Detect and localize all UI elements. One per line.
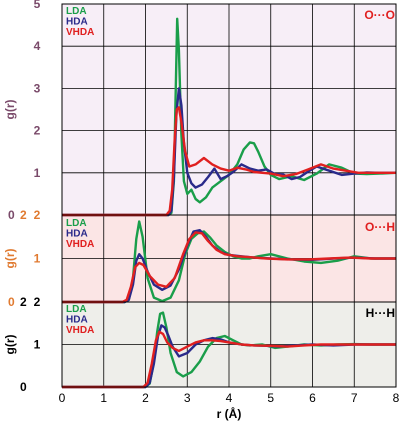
series-line-oo-hda xyxy=(62,87,396,217)
x-tick-label: 8 xyxy=(393,391,400,405)
series-line-oh-lda xyxy=(62,220,396,304)
y-tick-label: 4 xyxy=(34,39,41,53)
x-tick-label: 1 xyxy=(100,391,107,405)
y-tick-label: 1 xyxy=(34,252,41,266)
legend-entry-hda: HDA xyxy=(66,229,88,240)
y-tick-label: 3 xyxy=(34,81,41,95)
pair-label-oh: O···H xyxy=(365,220,395,234)
legend-entry-lda: LDA xyxy=(66,6,87,17)
legend-entry-hda: HDA xyxy=(66,315,88,326)
y-tick-label: 0 xyxy=(8,295,15,309)
y-tick-label: 2 xyxy=(20,208,27,222)
y-axis-label: g(r) xyxy=(3,335,17,355)
legend-entry-vhda: VHDA xyxy=(66,27,94,38)
y-axis-label: g(r) xyxy=(3,100,17,120)
x-tick-label: 5 xyxy=(267,391,274,405)
y-tick-label: 0 xyxy=(8,208,15,222)
x-tick-label: 4 xyxy=(226,391,233,405)
x-tick-label: 3 xyxy=(184,391,191,405)
y-tick-label: 1 xyxy=(34,338,41,352)
legend-entry-vhda: VHDA xyxy=(66,239,94,250)
pair-label-hh: H···H xyxy=(366,306,395,320)
x-tick-label: 7 xyxy=(351,391,358,405)
y-tick-label: 5 xyxy=(34,0,41,11)
legend-entry-lda: LDA xyxy=(66,304,87,315)
x-axis-label: r (Å) xyxy=(217,406,242,421)
legend-entry-lda: LDA xyxy=(66,218,87,229)
y-tick-label: 0 xyxy=(20,380,27,394)
series-line-oo-vhda xyxy=(62,106,396,217)
panel-frame-hh xyxy=(61,301,397,388)
y-tick-label: 2 xyxy=(20,295,27,309)
legend-entry-hda: HDA xyxy=(66,17,88,28)
y-tick-label: 2 xyxy=(34,295,41,309)
x-tick-label: 6 xyxy=(309,391,316,405)
pair-label-oo: O···O xyxy=(364,8,395,22)
y-axis-label: g(r) xyxy=(3,249,17,269)
legend-entry-vhda: VHDA xyxy=(66,325,94,336)
series-line-oh-vhda xyxy=(62,231,396,304)
y-tick-label: 2 xyxy=(34,124,41,138)
series-line-hh-vhda xyxy=(62,330,396,389)
x-tick-label: 0 xyxy=(59,391,66,405)
y-tick-label: 2 xyxy=(34,208,41,222)
x-tick-label: 2 xyxy=(142,391,149,405)
y-tick-label: 1 xyxy=(34,166,41,180)
